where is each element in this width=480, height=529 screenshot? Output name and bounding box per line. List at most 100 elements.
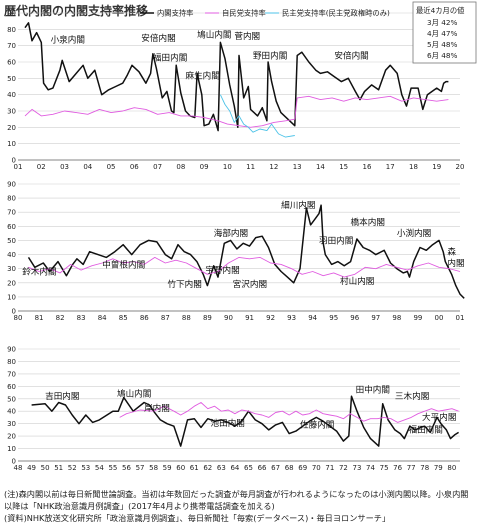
y-tick-label: 50 — [7, 395, 16, 403]
cabinet-label: 田中内閣 — [356, 384, 390, 396]
cabinet-label: 三木内閣 — [395, 390, 429, 402]
x-tick-label: 58 — [149, 464, 158, 472]
y-tick-label: 50 — [7, 75, 16, 83]
y-tick-label: 10 — [7, 293, 16, 301]
cabinet-label: 小渕内閣 — [397, 227, 431, 239]
x-tick-label: 63 — [217, 464, 226, 472]
x-tick-label: 08 — [176, 163, 185, 171]
x-tick-label: 01 — [456, 314, 465, 322]
y-tick-label: 30 — [7, 108, 16, 116]
series-line-ldp — [24, 95, 449, 128]
x-tick-label: 56 — [122, 464, 131, 472]
note-2: (資料)NHK放送文化研究所「政治意識月例調査」、毎日新聞社「毎索(データベース… — [4, 513, 391, 523]
y-tick-label: 60 — [7, 59, 16, 67]
y-tick-label: 20 — [7, 279, 16, 287]
x-tick-label: 05 — [107, 163, 116, 171]
y-tick-label: 80 — [7, 195, 16, 203]
cabinet-label: 小泉内閣 — [51, 33, 85, 45]
x-tick-label: 01 — [14, 163, 23, 171]
x-tick-label: 74 — [366, 464, 375, 472]
cabinet-label: 森 — [447, 246, 456, 258]
x-tick-label: 62 — [203, 464, 212, 472]
x-tick-label: 49 — [27, 464, 36, 472]
x-tick-label: 60 — [176, 464, 185, 472]
x-tick-label: 18 — [409, 163, 418, 171]
y-tick-label: 0 — [12, 308, 16, 316]
cabinet-label: 福田内閣 — [153, 51, 187, 63]
x-tick-label: 81 — [35, 314, 44, 322]
y-tick-label: 10 — [7, 140, 16, 148]
x-tick-label: 19 — [432, 163, 441, 171]
x-tick-label: 06 — [130, 163, 139, 171]
recent-value-row: 4月 47% — [427, 29, 458, 38]
x-tick-label: 93 — [287, 314, 296, 322]
x-tick-label: 96 — [350, 314, 359, 322]
x-tick-label: 88 — [182, 314, 191, 322]
x-tick-label: 20 — [456, 163, 465, 171]
x-tick-label: 70 — [312, 464, 321, 472]
y-tick-label: 90 — [7, 346, 16, 354]
chart-panel-3: 0 10 20 30 40 50 60 70 80 90 48 49 50 51 52 53 54 55 56 57 5… — [7, 346, 460, 472]
x-tick-label: 13 — [293, 163, 302, 171]
series-line-ldp — [28, 256, 461, 278]
cabinet-label: 村山内閣 — [340, 275, 374, 287]
x-tick-label: 71 — [325, 464, 334, 472]
cabinet-label: 鳩山内閣 — [117, 387, 151, 399]
series-line-cabinet — [24, 22, 449, 132]
x-tick-label: 67 — [271, 464, 280, 472]
x-tick-label: 66 — [258, 464, 267, 472]
x-tick-label: 80 — [447, 464, 456, 472]
y-tick-label: 40 — [7, 251, 16, 259]
cabinet-label: 大平内閣 — [422, 411, 456, 423]
cabinet-label: 安倍内閣 — [141, 32, 175, 44]
y-tick-label: 70 — [7, 209, 16, 217]
legend: 内閣支持率 自民党支持率 民主党支持率(民主党政権時のみ) — [140, 9, 390, 18]
x-tick-label: 87 — [161, 314, 170, 322]
x-tick-label: 09 — [200, 163, 209, 171]
y-tick-label: 90 — [7, 10, 16, 18]
x-tick-label: 73 — [352, 464, 361, 472]
recent-value-row: 5月 48% — [427, 40, 458, 49]
x-tick-label: 55 — [108, 464, 117, 472]
x-tick-label: 78 — [420, 464, 429, 472]
y-tick-label: 30 — [7, 420, 16, 428]
x-tick-label: 54 — [95, 464, 104, 472]
y-tick-label: 80 — [7, 26, 16, 34]
y-tick-label: 80 — [7, 358, 16, 366]
recent-value-row: 6月 48% — [427, 51, 458, 60]
x-tick-label: 69 — [298, 464, 307, 472]
cabinet-label: 羽田内閣 — [319, 234, 353, 246]
recent-values-box: 最近4カ月の値 3月 42% 4月 47% 5月 48% 6月 48% — [412, 1, 477, 64]
x-tick-label: 00 — [434, 314, 443, 322]
x-tick-label: 68 — [285, 464, 294, 472]
y-tick-label: 20 — [7, 433, 16, 441]
y-tick-label: 70 — [7, 42, 16, 50]
x-tick-label: 57 — [136, 464, 145, 472]
y-tick-label: 60 — [7, 223, 16, 231]
recent-value-row: 3月 42% — [427, 18, 458, 27]
cabinet-label: 鳩山内閣 — [197, 29, 231, 41]
cabinet-label: 中曽根内閣 — [102, 258, 145, 270]
cabinet-label: 福田内閣 — [408, 423, 442, 435]
x-tick-label: 77 — [407, 464, 416, 472]
cabinet-label: 竹下内閣 — [167, 278, 201, 290]
x-tick-label: 98 — [392, 314, 401, 322]
legend-label-cabinet: 内閣支持率 — [157, 9, 193, 18]
x-tick-label: 95 — [329, 314, 338, 322]
cabinet-label: 吉田内閣 — [45, 390, 79, 402]
cabinet-label: 麻生内閣 — [185, 69, 219, 81]
x-tick-label: 64 — [230, 464, 239, 472]
y-tick-label: 40 — [7, 91, 16, 99]
series-line-cabinet — [31, 395, 459, 447]
x-tick-label: 94 — [308, 314, 317, 322]
x-tick-label: 48 — [14, 464, 23, 472]
y-tick-label: 0 — [12, 157, 16, 165]
x-tick-label: 11 — [246, 163, 255, 171]
x-tick-label: 75 — [380, 464, 389, 472]
x-tick-label: 04 — [83, 163, 92, 171]
x-tick-label: 83 — [77, 314, 86, 322]
x-tick-label: 17 — [386, 163, 395, 171]
x-tick-label: 07 — [153, 163, 162, 171]
